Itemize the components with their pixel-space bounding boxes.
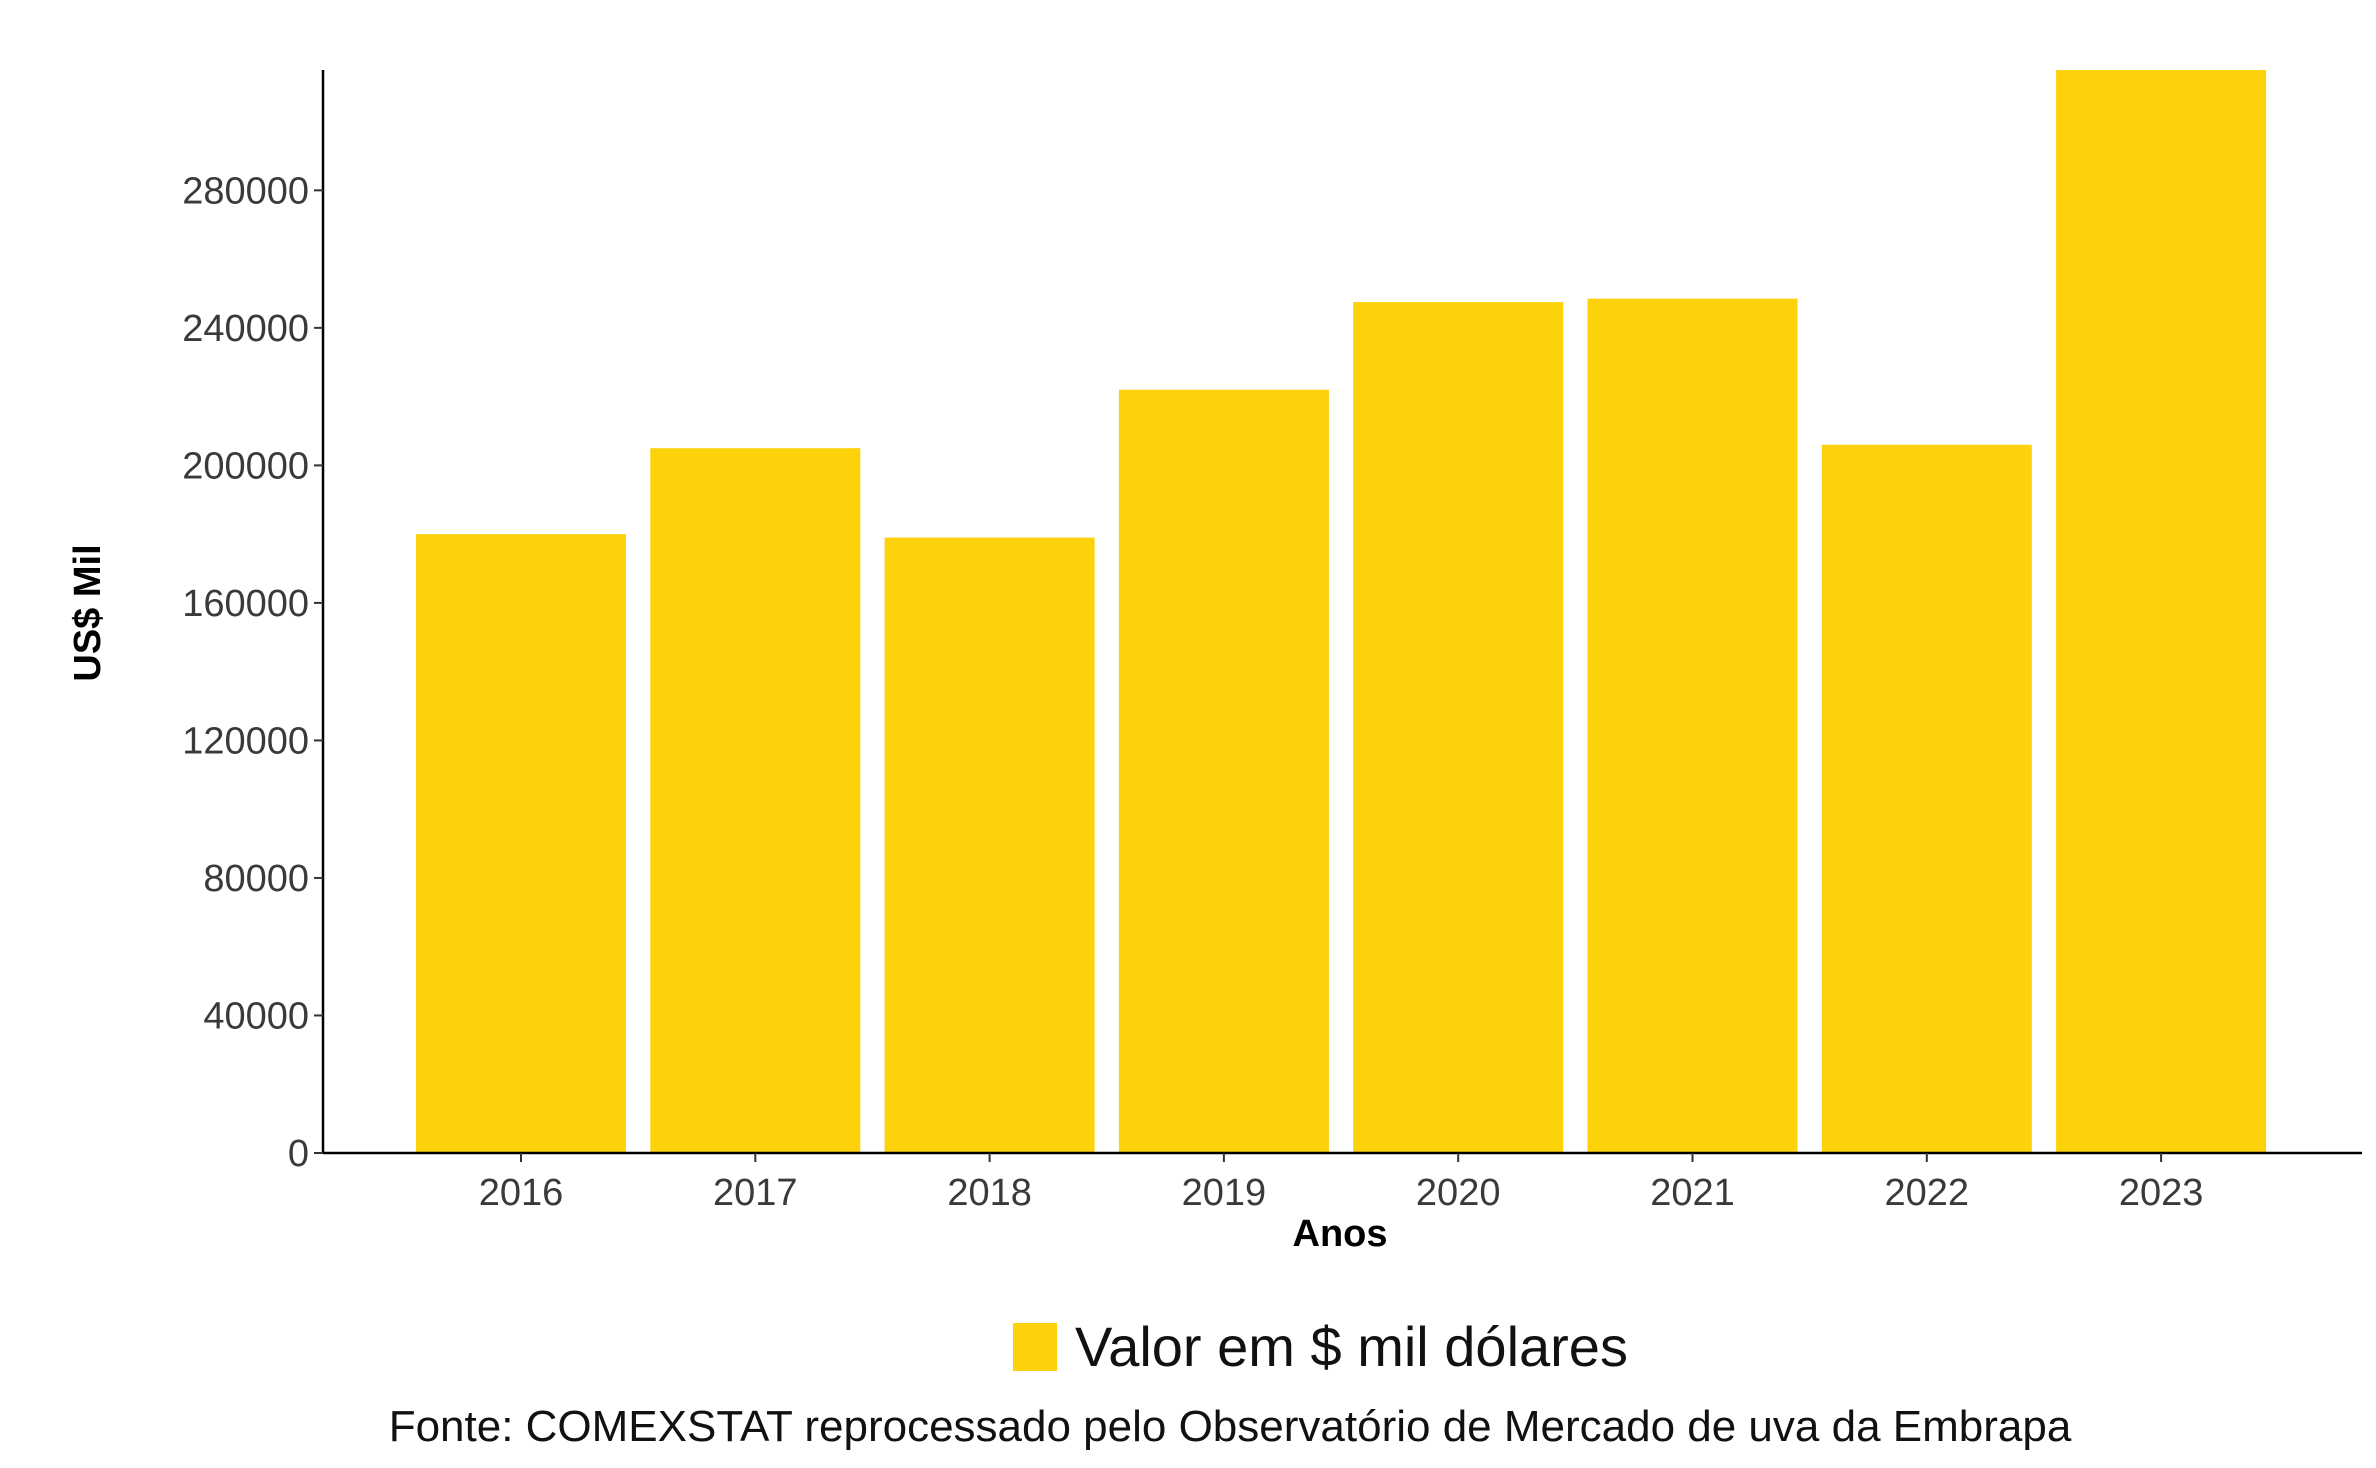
legend-label: Valor em $ mil dólares [1075, 1315, 1628, 1378]
bars-layer [416, 70, 2267, 1154]
bar-2021 [1587, 298, 1798, 1154]
y-tick-label: 80000 [203, 858, 309, 900]
y-axis-title: US$ Mil [67, 544, 109, 681]
bar-2017 [650, 448, 861, 1153]
y-tick-label: 200000 [182, 445, 309, 487]
x-tick-label: 2019 [1182, 1172, 1267, 1214]
x-tick-label: 2016 [479, 1172, 564, 1214]
x-tick-label: 2017 [713, 1172, 798, 1214]
legend-swatch [1013, 1323, 1057, 1371]
bar-2018 [884, 537, 1095, 1153]
source-caption: Fonte: COMEXSTAT reprocessado pelo Obser… [389, 1402, 2072, 1451]
x-axis-title: Anos [1293, 1213, 1388, 1255]
bar-2016 [416, 534, 626, 1153]
y-tick-label: 160000 [182, 583, 309, 625]
x-tick-label: 2022 [1885, 1172, 1970, 1214]
y-tick-label: 40000 [203, 995, 309, 1037]
bar-2022 [1821, 444, 2032, 1153]
x-tick-label: 2020 [1416, 1172, 1501, 1214]
bar-2023 [2056, 70, 2267, 1153]
legend: Valor em $ mil dólares [1013, 1315, 1628, 1378]
x-tick-label: 2018 [947, 1172, 1032, 1214]
x-tick-label: 2021 [1650, 1172, 1735, 1214]
bar-2019 [1118, 389, 1329, 1153]
y-tick-label: 240000 [182, 308, 309, 350]
axes-layer: 0 40000 80000 120000 160000 200000 240000 28000… [182, 70, 2362, 1214]
y-tick-label: 280000 [182, 170, 309, 212]
y-tick-label: 0 [288, 1133, 309, 1175]
bar-2020 [1353, 302, 1564, 1154]
x-tick-label: 2023 [2119, 1172, 2204, 1214]
y-tick-label: 120000 [182, 720, 309, 762]
